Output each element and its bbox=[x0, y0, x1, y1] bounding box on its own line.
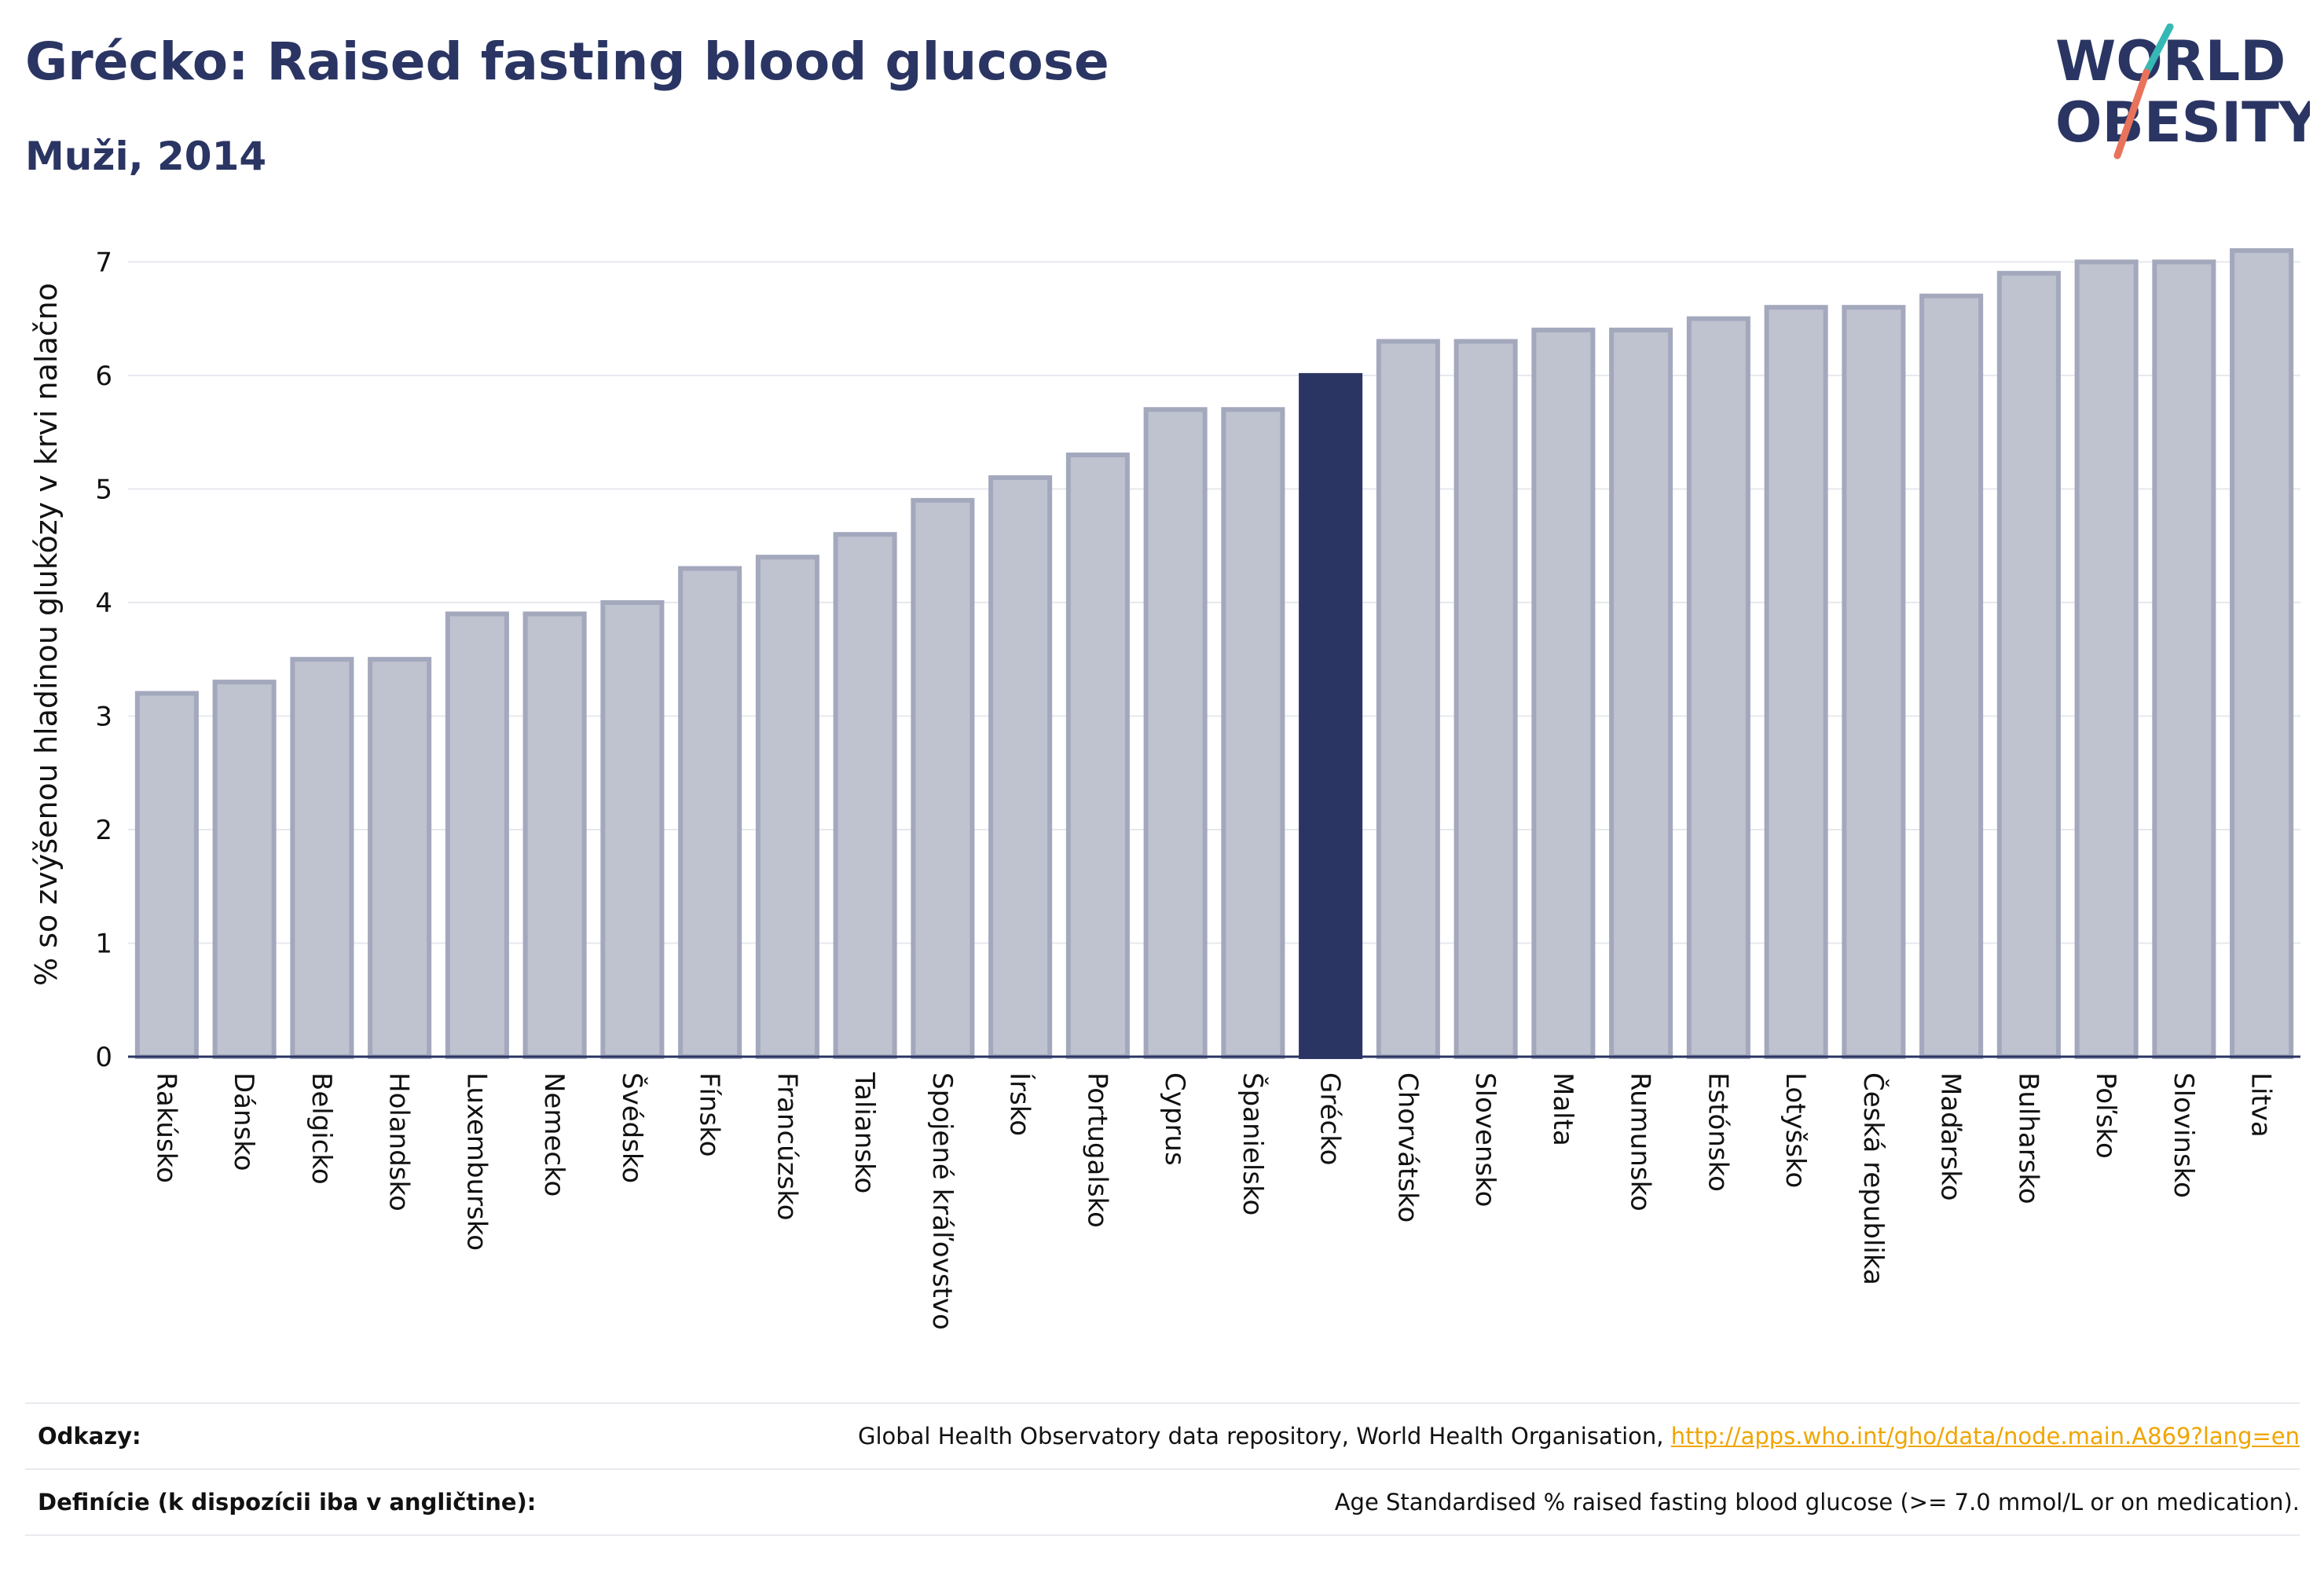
x-tick-label-12: Portugalsko bbox=[1081, 1072, 1113, 1228]
x-tick-label-18: Malta bbox=[1547, 1072, 1578, 1146]
x-tick-label-13: Cyprus bbox=[1159, 1072, 1190, 1166]
bar-20 bbox=[1686, 316, 1750, 1059]
bar-27 bbox=[2230, 247, 2294, 1060]
x-tick-label-19: Rumunsko bbox=[1625, 1072, 1656, 1211]
bar-17 bbox=[1453, 339, 1518, 1059]
y-tick-label-2: 2 bbox=[95, 815, 112, 846]
bar-25 bbox=[2074, 259, 2139, 1060]
bar-22 bbox=[1842, 305, 1906, 1060]
sources-link[interactable]: http://apps.who.int/gho/data/node.main.A… bbox=[1670, 1423, 2300, 1450]
x-tick-label-9: Taliansko bbox=[849, 1072, 880, 1193]
x-tick-label-23: Maďarsko bbox=[1935, 1072, 1967, 1201]
chart-title: Grécko: Raised fasting blood glucose bbox=[25, 31, 1109, 92]
x-tick-label-16: Chorvátsko bbox=[1391, 1072, 1423, 1222]
x-tick-label-11: Írsko bbox=[1004, 1072, 1036, 1136]
bar-15 bbox=[1299, 372, 1363, 1059]
bar-8 bbox=[755, 555, 819, 1059]
sources-value: Global Health Observatory data repositor… bbox=[858, 1423, 2300, 1450]
bar-10 bbox=[911, 497, 975, 1059]
logo-slash-red-icon bbox=[2113, 68, 2150, 159]
x-tick-label-5: Nemecko bbox=[538, 1072, 570, 1197]
x-tick-label-26: Slovinsko bbox=[2168, 1072, 2199, 1198]
x-tick-label-7: Fínsko bbox=[694, 1072, 725, 1157]
bar-14 bbox=[1221, 407, 1285, 1059]
footer-table: Odkazy: Global Health Observatory data r… bbox=[25, 1402, 2300, 1536]
sources-label: Odkazy: bbox=[38, 1423, 141, 1450]
x-tick-label-20: Estónsko bbox=[1702, 1072, 1733, 1192]
bar-chart: 0 1 2 3 4 5 6 7 % so zvýšenou hladinou glukózy v… bbox=[29, 247, 2300, 1330]
y-tick-label-4: 4 bbox=[95, 588, 112, 619]
bar-9 bbox=[833, 532, 897, 1059]
bar-1 bbox=[212, 680, 277, 1060]
x-tick-label-8: Francúzsko bbox=[771, 1072, 802, 1221]
y-tick-label-1: 1 bbox=[95, 928, 112, 959]
bar-2 bbox=[290, 657, 354, 1060]
bar-26 bbox=[2152, 259, 2216, 1060]
x-tick-label-10: Spojené kráľovstvo bbox=[926, 1072, 958, 1330]
bar-23 bbox=[1919, 293, 1984, 1059]
x-tick-label-2: Belgicko bbox=[306, 1072, 337, 1185]
x-tick-label-17: Slovensko bbox=[1469, 1072, 1501, 1207]
chart-subtitle: Muži, 2014 bbox=[25, 134, 267, 179]
logo-line-obesity: OBESITY bbox=[2055, 90, 2310, 155]
bar-3 bbox=[368, 657, 432, 1060]
definitions-value: Age Standardised % raised fasting blood … bbox=[1334, 1489, 2300, 1516]
x-tick-label-24: Bulharsko bbox=[2012, 1072, 2044, 1204]
bar-18 bbox=[1531, 328, 1596, 1059]
x-tick-label-4: Luxembursko bbox=[460, 1072, 492, 1251]
y-tick-label-0: 0 bbox=[95, 1042, 112, 1073]
x-tick-label-3: Holandsko bbox=[383, 1072, 415, 1211]
x-tick-label-1: Dánsko bbox=[228, 1072, 259, 1171]
y-tick-label-5: 5 bbox=[95, 474, 112, 505]
y-tick-label-7: 7 bbox=[95, 247, 112, 278]
bar-21 bbox=[1764, 305, 1828, 1060]
bar-24 bbox=[1996, 270, 2061, 1059]
x-tick-label-15: Grécko bbox=[1314, 1072, 1346, 1165]
bar-19 bbox=[1609, 328, 1673, 1059]
x-tick-label-14: Španielsko bbox=[1237, 1072, 1269, 1215]
x-tick-label-6: Švédsko bbox=[616, 1072, 648, 1183]
definitions-label: Definície (k dispozícii iba v angličtine… bbox=[38, 1489, 537, 1516]
y-axis-label: % so zvýšenou hladinou glukózy v krvi na… bbox=[29, 283, 64, 986]
logo-line-world: WORLD bbox=[2055, 29, 2286, 93]
footer-sources-row: Odkazy: Global Health Observatory data r… bbox=[25, 1402, 2300, 1468]
bar-16 bbox=[1376, 339, 1440, 1059]
x-tick-label-0: Rakúsko bbox=[150, 1072, 181, 1183]
x-tick-label-25: Poľsko bbox=[2090, 1072, 2121, 1159]
sources-text: Global Health Observatory data repositor… bbox=[857, 1423, 1671, 1450]
bar-5 bbox=[522, 611, 587, 1059]
x-tick-label-22: Česká republika bbox=[1857, 1072, 1890, 1285]
logo-slash-teal-icon bbox=[2143, 24, 2174, 76]
bar-0 bbox=[134, 691, 199, 1059]
y-tick-label-6: 6 bbox=[95, 361, 112, 392]
bar-6 bbox=[600, 599, 665, 1059]
footer-definitions-row: Definície (k dispozícii iba v angličtine… bbox=[25, 1468, 2300, 1536]
bar-4 bbox=[445, 611, 509, 1059]
world-obesity-logo: WORLD OBESITY bbox=[2055, 24, 2310, 159]
bar-13 bbox=[1143, 407, 1208, 1059]
bar-11 bbox=[988, 475, 1053, 1059]
x-tick-label-21: Lotyšsko bbox=[1780, 1072, 1811, 1188]
bar-7 bbox=[678, 566, 742, 1059]
bar-12 bbox=[1065, 453, 1130, 1059]
x-tick-label-27: Litva bbox=[2245, 1072, 2277, 1138]
y-tick-label-3: 3 bbox=[95, 701, 112, 732]
